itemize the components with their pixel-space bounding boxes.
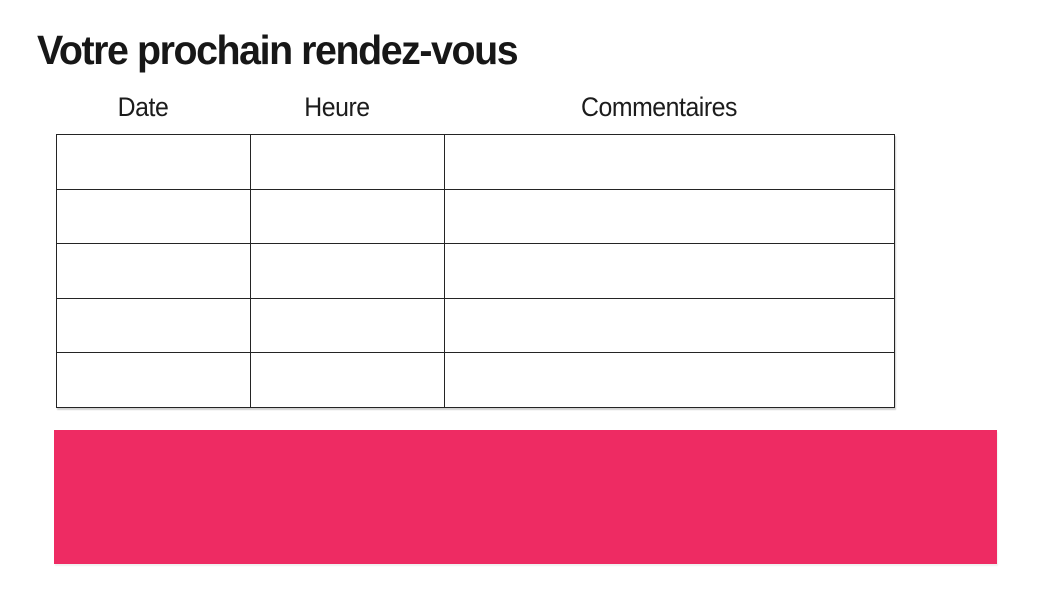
column-header-date: Date xyxy=(117,92,169,122)
table-cell[interactable] xyxy=(250,297,445,354)
appointments-table xyxy=(56,134,895,408)
table-cell[interactable] xyxy=(444,188,895,245)
table-row xyxy=(56,188,895,245)
table-header-row: Date Heure Commentaires xyxy=(56,92,894,128)
column-header-commentaires: Commentaires xyxy=(581,92,737,122)
table-row xyxy=(56,134,895,190)
table-cell[interactable] xyxy=(56,243,251,299)
table-cell[interactable] xyxy=(250,188,445,245)
table-cell[interactable] xyxy=(250,352,445,408)
table-cell[interactable] xyxy=(56,297,251,354)
table-cell[interactable] xyxy=(250,134,445,190)
table-cell[interactable] xyxy=(56,188,251,245)
table-cell[interactable] xyxy=(444,297,895,354)
table-cell[interactable] xyxy=(56,134,251,190)
table-cell[interactable] xyxy=(444,243,895,299)
highlight-bar xyxy=(54,430,997,564)
table-row xyxy=(56,297,895,354)
table-cell[interactable] xyxy=(250,243,445,299)
table-cell[interactable] xyxy=(444,352,895,408)
page-title: Votre prochain rendez-vous xyxy=(37,27,519,73)
column-header-heure: Heure xyxy=(304,92,370,122)
table-cell[interactable] xyxy=(56,352,251,408)
table-row xyxy=(56,352,895,408)
appointments-table-body xyxy=(56,134,895,408)
table-row xyxy=(56,243,895,299)
table-cell[interactable] xyxy=(444,134,895,190)
